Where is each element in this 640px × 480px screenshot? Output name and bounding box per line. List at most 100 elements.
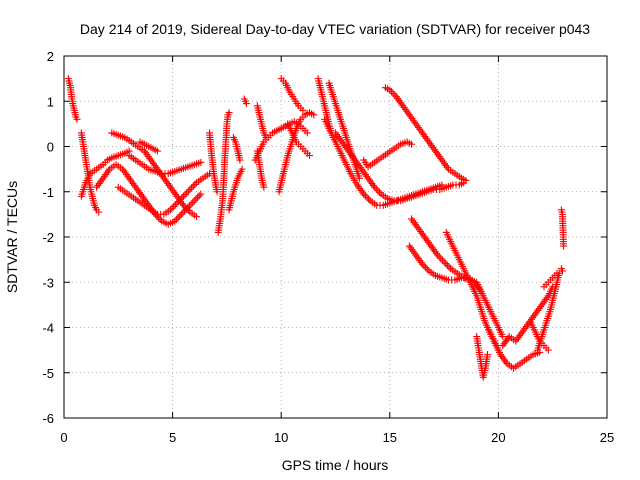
y-tick-label: -2	[42, 230, 54, 245]
data-points	[64, 75, 568, 381]
data-point	[560, 242, 568, 250]
data-point	[174, 214, 182, 222]
data-point	[420, 262, 428, 270]
y-tick-label: -1	[42, 185, 54, 200]
data-point	[173, 199, 181, 207]
data-point	[238, 165, 246, 173]
data-point	[153, 147, 161, 155]
data-point	[192, 213, 200, 221]
data-point	[184, 187, 192, 195]
data-point	[185, 202, 193, 210]
data-point	[445, 263, 453, 271]
data-point	[181, 207, 189, 215]
data-point	[387, 88, 395, 96]
data-point	[434, 251, 442, 259]
chart-title: Day 214 of 2019, Sidereal Day-to-day VTE…	[80, 21, 590, 37]
y-tick-label: 2	[47, 49, 54, 64]
data-point	[179, 192, 187, 200]
data-point	[189, 198, 197, 206]
x-tick-label: 0	[60, 430, 67, 445]
data-point	[166, 206, 174, 214]
data-point	[178, 194, 186, 202]
data-point	[422, 264, 430, 272]
x-tick-label: 5	[169, 430, 176, 445]
data-point	[213, 188, 221, 196]
data-point	[175, 197, 183, 205]
data-point	[355, 174, 363, 182]
data-point	[195, 192, 203, 200]
data-point	[544, 346, 552, 354]
data-point	[189, 182, 197, 190]
data-point	[191, 180, 199, 188]
data-point	[305, 152, 313, 160]
data-point	[176, 212, 184, 220]
data-point	[73, 115, 81, 123]
data-point	[371, 183, 379, 191]
data-point	[179, 201, 187, 209]
data-point	[188, 184, 196, 192]
data-point	[443, 261, 451, 269]
data-point	[437, 254, 445, 262]
data-point	[372, 185, 380, 193]
data-point	[177, 210, 185, 218]
data-point	[477, 287, 485, 295]
data-point	[440, 258, 448, 266]
y-tick-label: -6	[42, 411, 54, 426]
data-point	[225, 109, 233, 117]
data-point	[187, 200, 195, 208]
data-point	[389, 89, 397, 97]
data-point	[553, 269, 561, 277]
data-point	[184, 204, 192, 212]
data-point	[171, 217, 179, 225]
data-point	[186, 185, 194, 193]
x-tick-label: 15	[383, 430, 397, 445]
data-point	[194, 193, 202, 201]
grid	[64, 56, 607, 418]
data-point	[176, 196, 184, 204]
data-point	[299, 106, 307, 114]
data-point	[192, 195, 200, 203]
plot-frame	[63, 55, 608, 419]
data-point	[418, 260, 426, 268]
data-point	[558, 267, 566, 275]
y-tick-label: 0	[47, 140, 54, 155]
data-point	[365, 195, 373, 203]
data-point	[361, 192, 369, 200]
x-tick-label: 10	[274, 430, 288, 445]
y-axis-label: SDTVAR / TECUs	[4, 181, 20, 293]
y-tick-label: -3	[42, 275, 54, 290]
data-point	[386, 86, 394, 94]
data-point	[242, 100, 250, 108]
data-point	[170, 202, 178, 210]
data-point	[183, 189, 191, 197]
data-point	[310, 111, 318, 119]
data-point	[95, 208, 103, 216]
data-point	[363, 193, 371, 201]
data-point	[197, 190, 205, 198]
data-point	[484, 351, 492, 359]
y-tick-label: -5	[42, 366, 54, 381]
x-tick-label: 20	[491, 430, 505, 445]
data-point	[236, 156, 244, 164]
data-point	[168, 204, 176, 212]
data-point	[462, 176, 470, 184]
data-point	[182, 205, 190, 213]
data-point	[260, 183, 268, 191]
data-point	[172, 215, 180, 223]
data-point	[303, 129, 311, 137]
y-tick-label: -4	[42, 321, 54, 336]
data-point	[423, 265, 431, 273]
data-point	[190, 197, 198, 205]
data-point	[408, 140, 416, 148]
x-axis-label: GPS time / hours	[282, 457, 389, 473]
data-point	[391, 91, 399, 99]
x-tick-label: 25	[600, 430, 614, 445]
data-point	[374, 187, 382, 195]
data-point	[179, 209, 187, 217]
data-point	[171, 201, 179, 209]
data-point	[360, 190, 368, 198]
data-point	[438, 256, 446, 264]
data-point	[181, 191, 189, 199]
